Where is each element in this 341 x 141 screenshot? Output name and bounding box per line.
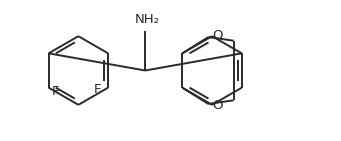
Text: NH₂: NH₂: [134, 13, 160, 26]
Text: F: F: [93, 83, 101, 96]
Text: O: O: [212, 99, 223, 112]
Text: F: F: [51, 85, 59, 98]
Text: O: O: [212, 29, 223, 42]
